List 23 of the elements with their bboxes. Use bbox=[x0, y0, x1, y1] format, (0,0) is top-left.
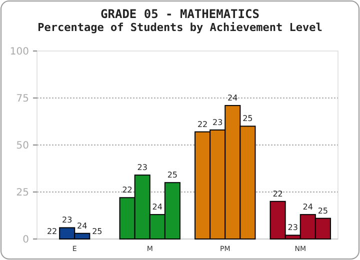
text: 22 bbox=[272, 189, 283, 198]
text: 25 bbox=[318, 206, 328, 216]
chart-subtitle: Percentage of Students by Achievement Level bbox=[38, 21, 322, 34]
text: 22 bbox=[197, 120, 208, 129]
text: 25 bbox=[92, 227, 102, 236]
text: 24 bbox=[302, 202, 313, 212]
y-tick-label: 100 bbox=[10, 46, 29, 58]
text: 23 bbox=[137, 163, 148, 172]
text: 22 bbox=[46, 227, 58, 236]
y-tick-label: 75 bbox=[16, 94, 29, 104]
text: 25 bbox=[242, 114, 253, 124]
y-tick-label: 25 bbox=[16, 188, 29, 198]
text: 23 bbox=[288, 223, 298, 232]
series-label: 24 bbox=[77, 221, 88, 230]
y-tick-label: 0 bbox=[22, 234, 29, 246]
text: 23 bbox=[212, 118, 223, 127]
y-tick-label: 50 bbox=[16, 140, 29, 152]
series-label: 23 bbox=[62, 216, 72, 225]
series-label: 25 bbox=[167, 170, 178, 180]
text: 24 bbox=[228, 94, 238, 103]
series-label: 22 bbox=[122, 186, 132, 195]
chart-title: GRADE 05 - MATHEMATICS bbox=[100, 7, 260, 21]
text: 24 bbox=[152, 202, 162, 212]
